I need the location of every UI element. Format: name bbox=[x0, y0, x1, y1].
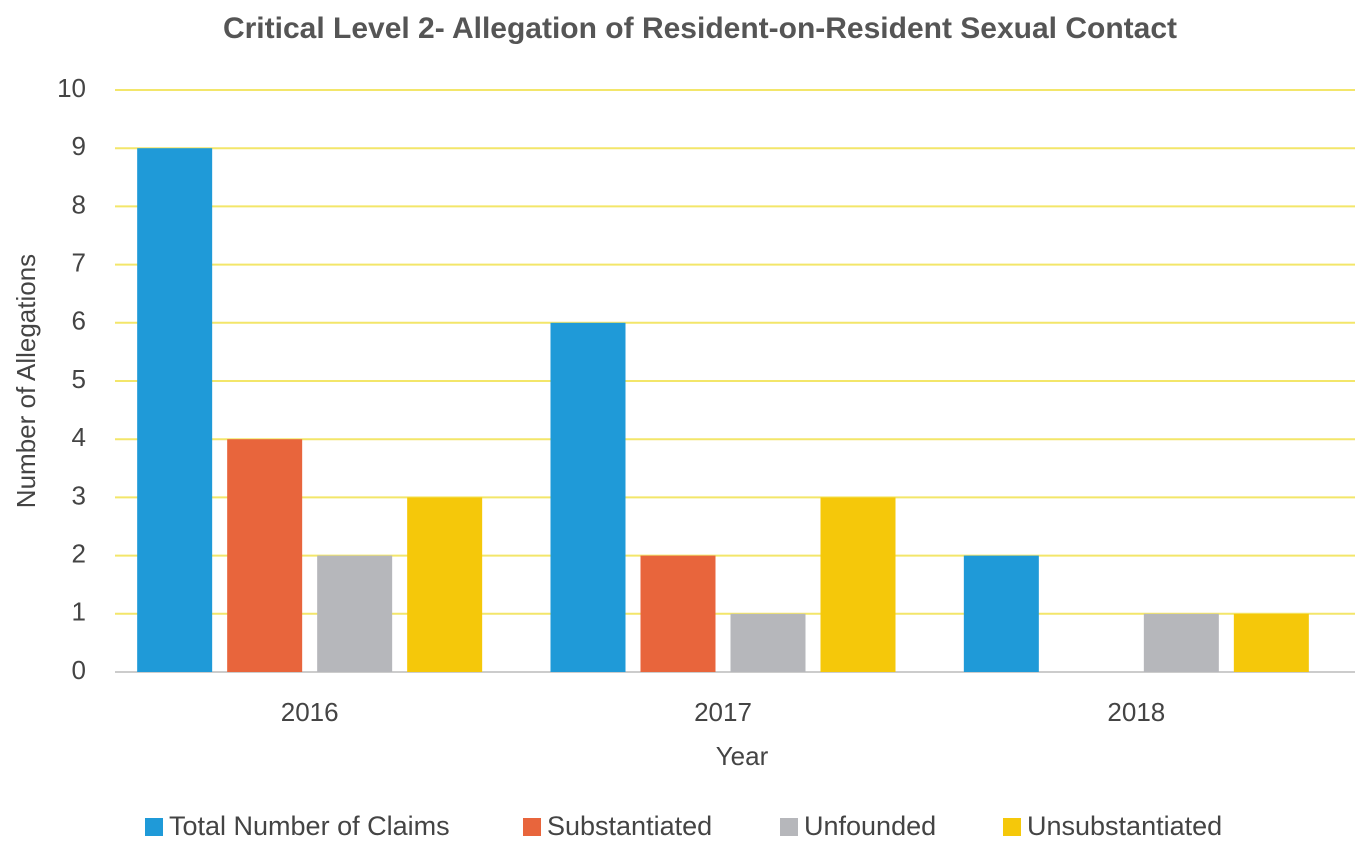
bar bbox=[317, 555, 393, 672]
x-tick-label: 2016 bbox=[281, 697, 339, 727]
bar bbox=[730, 613, 806, 672]
y-tick-label: 3 bbox=[72, 480, 86, 510]
bar bbox=[137, 148, 213, 672]
y-tick-label: 10 bbox=[57, 73, 86, 103]
bar bbox=[820, 497, 896, 672]
bar bbox=[227, 439, 303, 672]
y-tick-label: 6 bbox=[72, 306, 86, 336]
legend-swatch bbox=[780, 818, 798, 836]
y-tick-label: 7 bbox=[72, 247, 86, 277]
bar bbox=[1233, 613, 1309, 672]
bar bbox=[963, 555, 1039, 672]
y-tick-label: 5 bbox=[72, 364, 86, 394]
bar bbox=[550, 322, 626, 672]
legend-swatch bbox=[145, 818, 163, 836]
y-tick-label: 4 bbox=[72, 422, 86, 452]
y-tick-label: 2 bbox=[72, 538, 86, 568]
legend-text: Total Number of Claims bbox=[169, 811, 450, 841]
bar bbox=[1143, 613, 1219, 672]
legend-text: Unfounded bbox=[804, 811, 936, 841]
x-axis-label: Year bbox=[716, 741, 769, 771]
legend-swatch bbox=[1003, 818, 1021, 836]
legend-text: Unsubstantiated bbox=[1027, 811, 1222, 841]
x-tick-label: 2017 bbox=[694, 697, 752, 727]
y-tick-label: 1 bbox=[72, 597, 86, 627]
y-tick-label: 9 bbox=[72, 131, 86, 161]
x-tick-label: 2018 bbox=[1107, 697, 1165, 727]
legend-swatch bbox=[523, 818, 541, 836]
bar bbox=[640, 555, 716, 672]
y-tick-label: 0 bbox=[72, 655, 86, 685]
y-axis-label: Number of Allegations bbox=[11, 254, 41, 508]
legend-text: Substantiated bbox=[547, 811, 712, 841]
y-tick-label: 8 bbox=[72, 189, 86, 219]
chart-title: Critical Level 2- Allegation of Resident… bbox=[223, 12, 1177, 45]
bar bbox=[407, 497, 483, 672]
